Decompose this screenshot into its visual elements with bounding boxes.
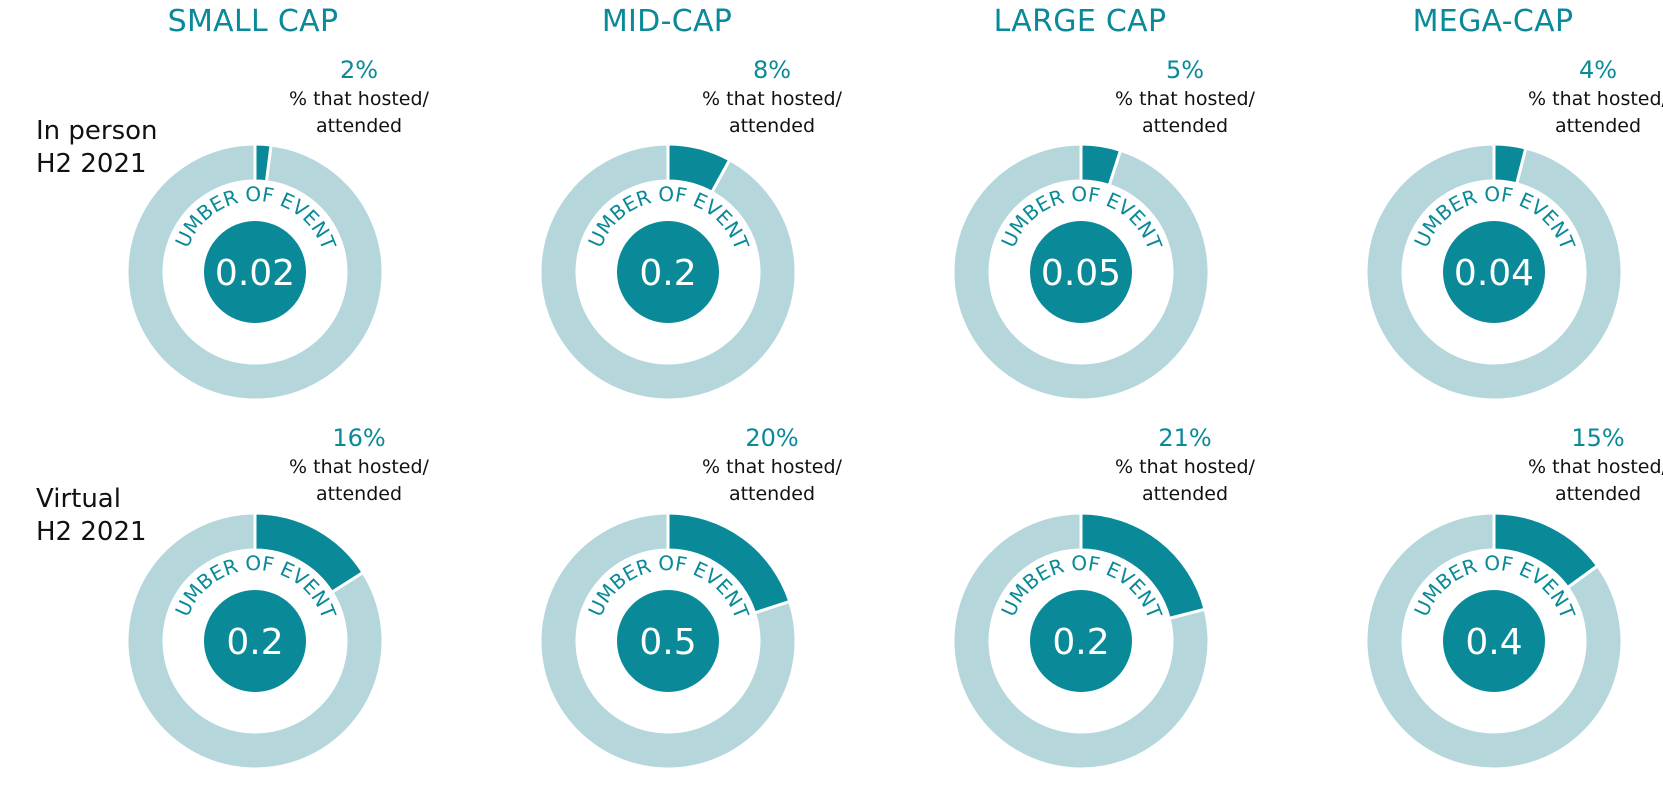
events-value-label: 0.02 [215, 253, 295, 294]
percent-hosted-caption: % that hosted/ attended [1115, 88, 1255, 137]
events-dot [1443, 221, 1545, 323]
events-value-label: 0.4 [1465, 622, 1522, 663]
events-value-label: 0.2 [639, 253, 696, 294]
percent-hosted-caption: % that hosted/ attended [289, 88, 429, 137]
events-dot [1030, 590, 1132, 692]
percent-hosted-caption: % that hosted/ attended [1115, 456, 1255, 505]
donut-panel: NUMBER OF EVENTS0.2 [0, 0, 798, 402]
events-value-label: 0.04 [1454, 253, 1534, 294]
events-dot [204, 590, 306, 692]
percent-hosted-label: 5% [1165, 56, 1205, 84]
events-value-label: 0.05 [1041, 253, 1121, 294]
column-title-mid-cap: MID-CAP [601, 4, 733, 39]
percent-hosted-label: 15% [1571, 424, 1625, 452]
percent-hosted-label: 4% [1578, 56, 1618, 84]
column-title-small-cap: SMALL CAP [167, 4, 339, 39]
events-dot [1443, 590, 1545, 692]
column-title-mega-cap: MEGA-CAP [1412, 4, 1574, 39]
percent-hosted-label: 2% [339, 56, 379, 84]
percent-hosted-caption: % that hosted/ attended [1528, 88, 1663, 137]
row-label-in-person: In person H2 2021 [36, 116, 158, 179]
donut-panel: NUMBER OF EVENTS0.02 [0, 0, 385, 402]
events-dot [617, 590, 719, 692]
percent-hosted-caption: % that hosted/ attended [702, 456, 842, 505]
percent-hosted-label: 20% [745, 424, 799, 452]
events-dot [1030, 221, 1132, 323]
events-dot [204, 221, 306, 323]
events-dot [617, 221, 719, 323]
percent-hosted-caption: % that hosted/ attended [1528, 456, 1663, 505]
percent-hosted-label: 21% [1158, 424, 1212, 452]
row-label-virtual: Virtual H2 2021 [36, 484, 147, 547]
percent-hosted-caption: % that hosted/ attended [289, 456, 429, 505]
percent-hosted-caption: % that hosted/ attended [702, 88, 842, 137]
percent-hosted-label: 16% [332, 424, 386, 452]
percent-hosted-label: 8% [752, 56, 792, 84]
column-title-large-cap: LARGE CAP [993, 4, 1167, 39]
events-value-label: 0.2 [226, 622, 283, 663]
events-value-label: 0.2 [1052, 622, 1109, 663]
events-value-label: 0.5 [639, 622, 696, 663]
